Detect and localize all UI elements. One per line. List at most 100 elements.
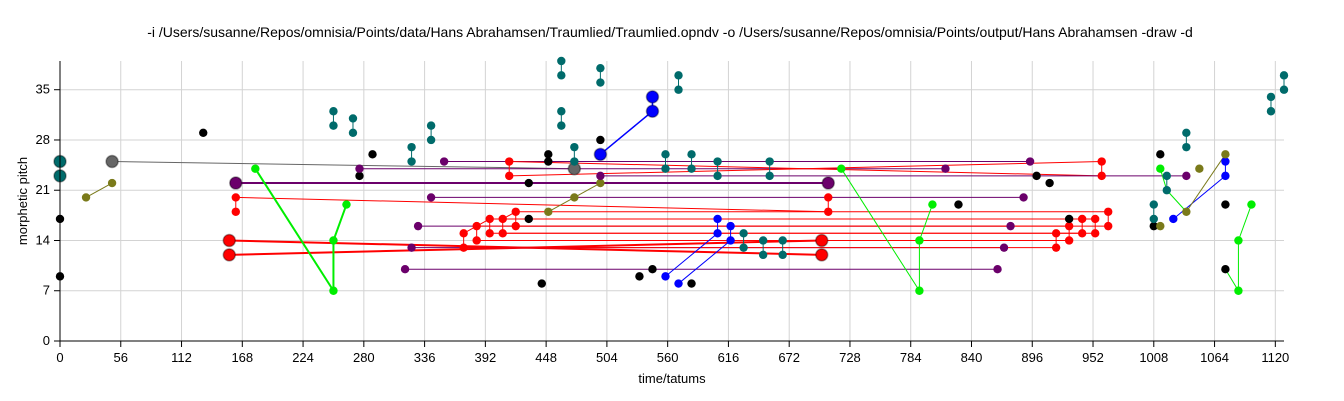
y-tick-label: 14 xyxy=(36,232,50,247)
data-point xyxy=(329,286,338,295)
data-point xyxy=(765,171,774,181)
pattern-connector xyxy=(574,182,601,198)
data-point xyxy=(687,279,696,288)
y-tick-label: 7 xyxy=(43,283,50,298)
x-tick-label: 560 xyxy=(657,350,679,365)
data-point xyxy=(511,221,520,231)
data-point xyxy=(231,207,240,216)
pattern-connector xyxy=(509,161,1102,177)
data-point xyxy=(778,236,787,245)
data-point xyxy=(1006,221,1015,231)
data-point xyxy=(557,71,566,80)
pattern-connector xyxy=(1237,204,1252,241)
data-point xyxy=(1266,107,1276,116)
data-point xyxy=(1182,128,1191,137)
data-point xyxy=(1162,186,1172,195)
data-point xyxy=(472,236,481,245)
y-tick-label: 35 xyxy=(36,82,50,97)
data-point xyxy=(544,207,553,216)
data-point xyxy=(1279,71,1289,80)
data-point xyxy=(928,200,937,209)
x-tick-label: 1120 xyxy=(1261,350,1289,365)
data-point xyxy=(915,286,924,295)
data-point xyxy=(472,221,481,231)
data-point xyxy=(1032,171,1041,181)
y-tick-label: 21 xyxy=(36,182,50,197)
data-point xyxy=(824,207,833,216)
x-tick-label: 896 xyxy=(1021,350,1043,365)
data-point xyxy=(1077,214,1087,224)
data-point xyxy=(1279,85,1289,94)
data-point xyxy=(596,63,605,73)
data-point xyxy=(407,142,416,152)
data-point xyxy=(107,178,117,188)
data-point xyxy=(105,154,119,169)
x-tick-label: 392 xyxy=(475,350,497,365)
x-tick-label: 728 xyxy=(839,350,861,365)
data-point xyxy=(1149,200,1158,209)
data-point xyxy=(426,193,436,202)
data-point xyxy=(837,164,846,173)
x-ticks: 0 56 112 168 224 280 336 392 448 504 560 616 672 728 7… xyxy=(56,341,1289,365)
data-point xyxy=(1234,286,1243,295)
data-point xyxy=(765,157,774,166)
pattern-connector xyxy=(112,161,575,170)
data-point xyxy=(1090,214,1100,224)
data-point xyxy=(713,229,722,238)
data-point xyxy=(661,164,670,173)
data-point xyxy=(355,171,364,181)
data-point xyxy=(348,128,358,137)
data-point xyxy=(1025,157,1035,166)
x-tick-label: 168 xyxy=(231,350,253,365)
data-point xyxy=(1097,171,1106,181)
data-point xyxy=(426,135,436,145)
data-point xyxy=(1169,214,1178,224)
data-point xyxy=(570,193,579,202)
x-tick-label: 952 xyxy=(1082,350,1104,365)
data-point xyxy=(329,236,338,245)
y-ticks: 0 7 14 21 28 35 xyxy=(36,82,60,348)
data-point xyxy=(645,90,660,104)
data-point xyxy=(1182,171,1191,181)
pattern-connector xyxy=(840,168,920,292)
data-point xyxy=(222,248,237,262)
x-tick-label: 672 xyxy=(778,350,800,365)
data-point xyxy=(661,272,670,281)
data-point xyxy=(1221,265,1230,274)
data-point xyxy=(713,171,722,181)
data-point xyxy=(999,243,1009,252)
pattern-connector xyxy=(1173,175,1226,220)
data-point xyxy=(570,142,579,152)
x-tick-label: 336 xyxy=(414,350,436,365)
data-point xyxy=(596,171,605,181)
data-point xyxy=(1104,221,1113,231)
y-axis-label: morphetic pitch xyxy=(15,157,30,245)
data-point xyxy=(524,214,533,224)
data-point xyxy=(596,135,605,145)
data-point xyxy=(674,85,683,94)
data-point xyxy=(1156,221,1165,231)
data-point xyxy=(1182,207,1191,216)
data-point xyxy=(1156,150,1165,159)
data-point xyxy=(1221,171,1230,181)
data-point xyxy=(1156,164,1165,173)
data-point xyxy=(222,233,237,248)
y-tick-label: 28 xyxy=(36,132,50,147)
data-point xyxy=(1247,200,1256,209)
x-tick-label: 1008 xyxy=(1139,350,1168,365)
data-point xyxy=(645,104,660,119)
data-point xyxy=(596,178,605,188)
data-point xyxy=(498,229,507,238)
data-point xyxy=(498,214,507,224)
x-tick-label: 56 xyxy=(114,350,128,365)
data-point xyxy=(1064,214,1074,224)
pattern-connector xyxy=(85,182,113,198)
data-point xyxy=(524,178,533,188)
x-axis-label: time/tatums xyxy=(638,371,706,386)
data-point xyxy=(557,56,566,66)
data-point xyxy=(739,229,748,238)
data-point xyxy=(81,193,91,202)
data-point xyxy=(368,150,377,159)
data-point xyxy=(739,243,748,252)
